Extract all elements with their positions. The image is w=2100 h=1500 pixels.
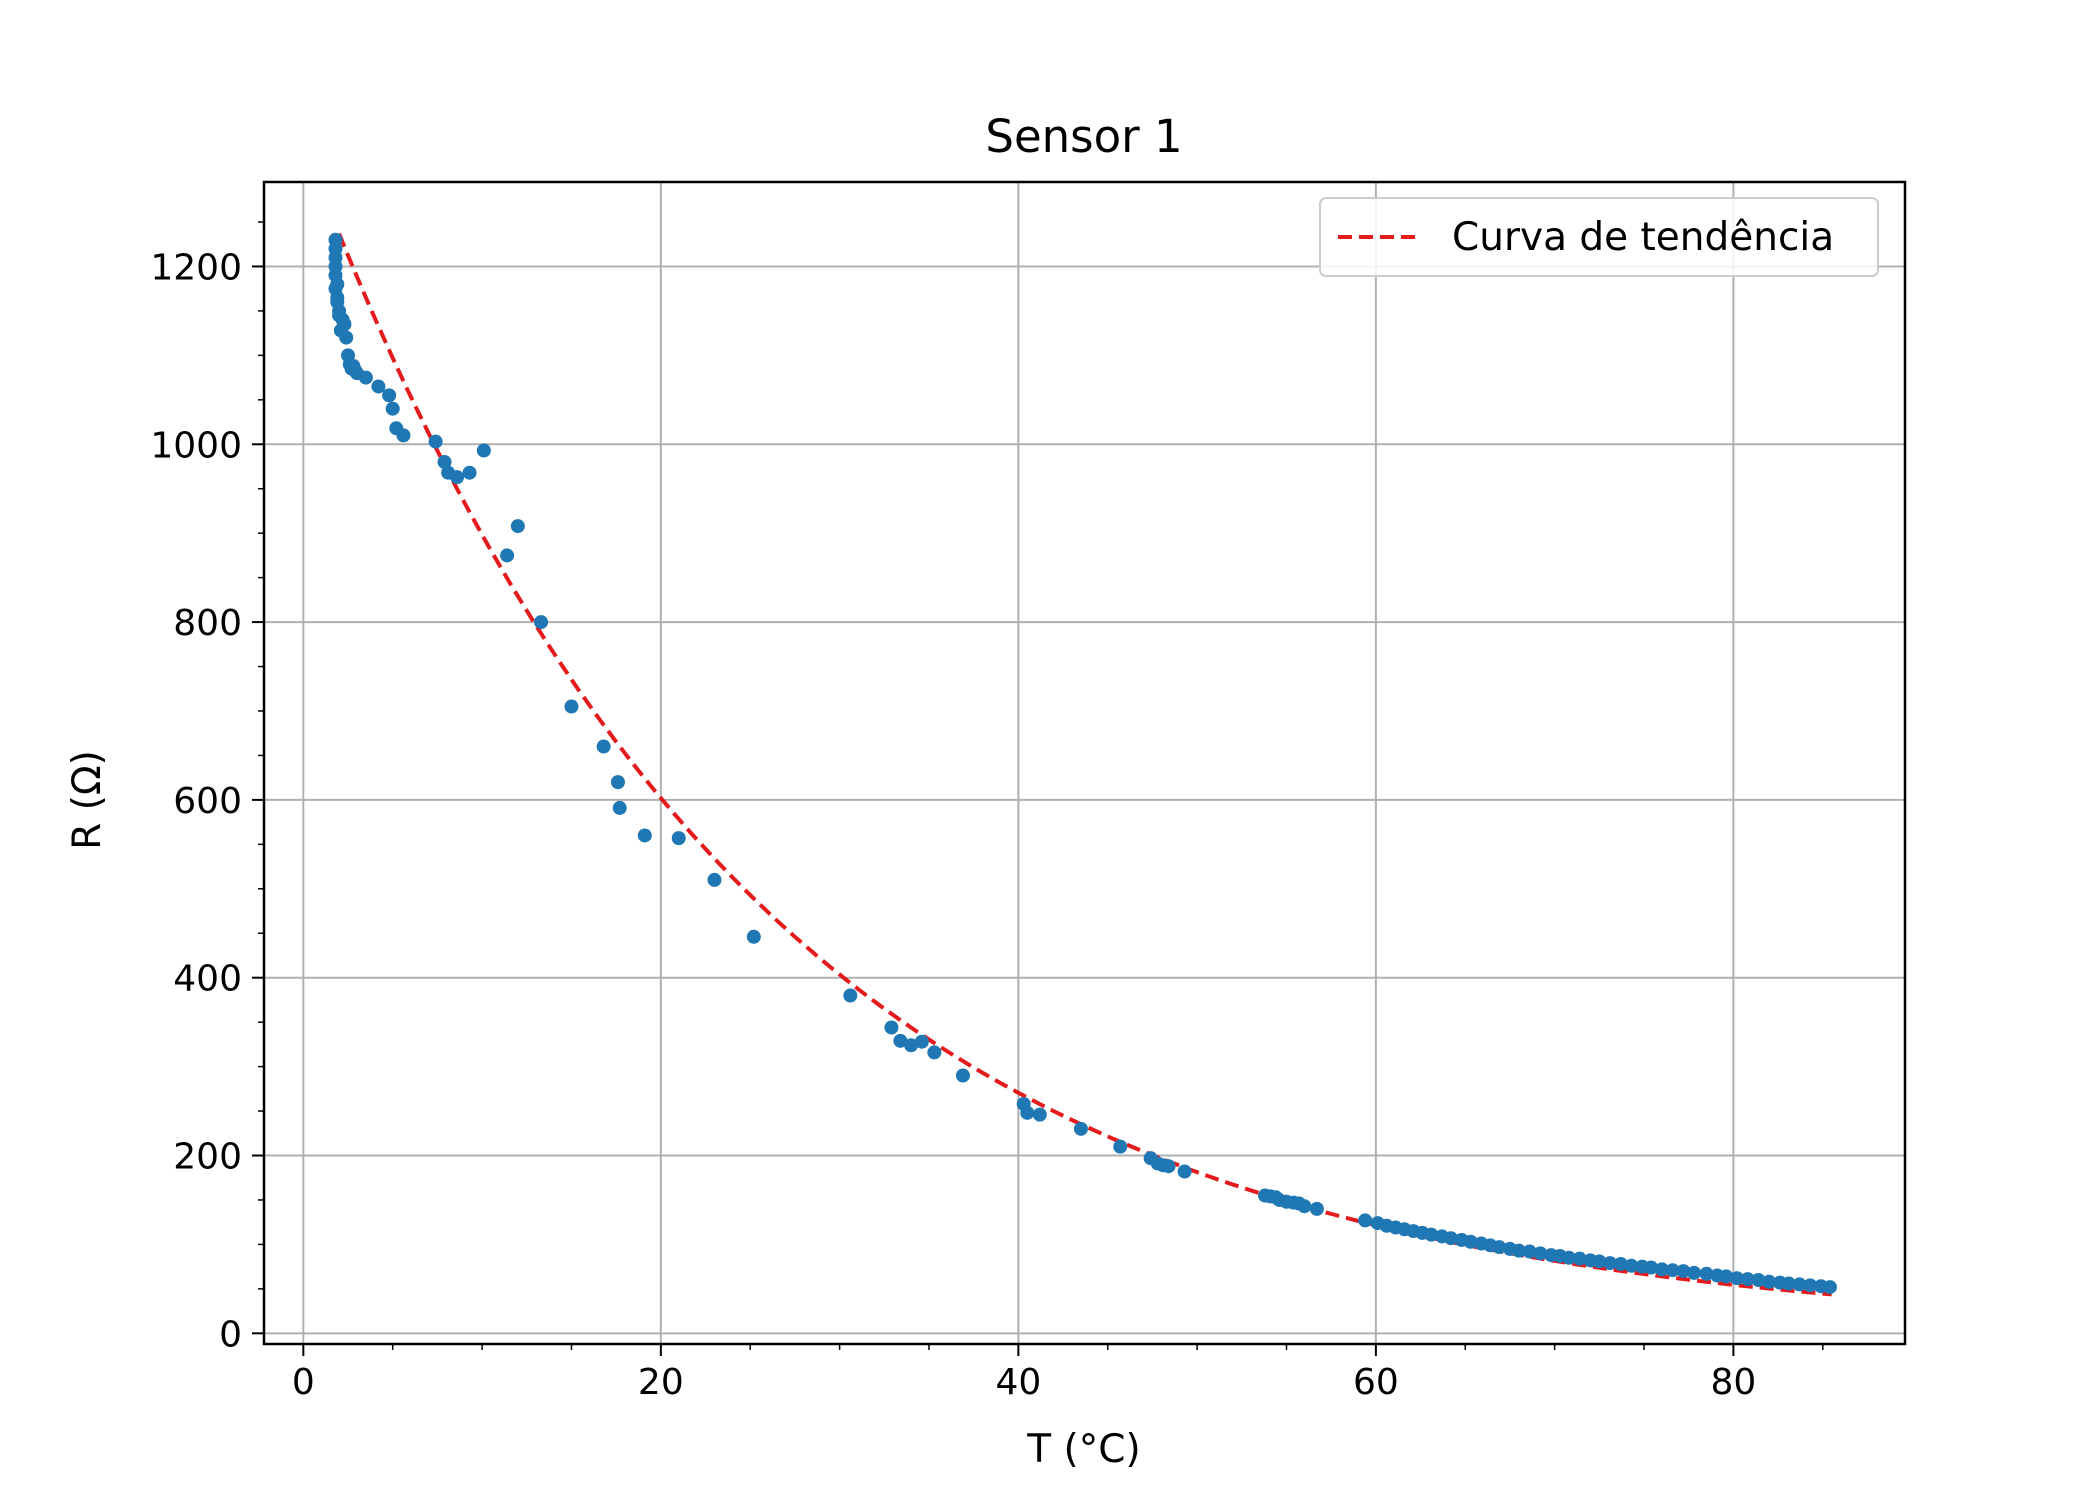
y-tick-label: 600 [173, 781, 242, 822]
data-point [1572, 1251, 1587, 1266]
data-point [1740, 1272, 1755, 1287]
data-point [1592, 1254, 1607, 1269]
data-point [746, 929, 761, 944]
data-point [1309, 1201, 1324, 1216]
plot-frame [262, 180, 1907, 1346]
data-point [371, 379, 386, 394]
data-point [339, 330, 354, 345]
data-point [564, 699, 579, 714]
data-point [1177, 1164, 1192, 1179]
data-point [1729, 1271, 1744, 1286]
x-tick-label: 80 [1710, 1362, 1756, 1403]
data-point [1644, 1260, 1659, 1275]
data-point [534, 615, 549, 630]
data-point [1463, 1234, 1478, 1249]
data-point [1561, 1250, 1576, 1265]
data-point [1073, 1121, 1088, 1136]
data-point [437, 455, 452, 470]
data-point [1492, 1240, 1507, 1255]
data-point [955, 1068, 970, 1083]
data-point [637, 828, 652, 843]
data-point [450, 470, 465, 485]
data-point [1443, 1231, 1458, 1246]
data-point [904, 1038, 919, 1053]
y-tick-label: 1000 [150, 425, 242, 466]
y-axis-label: R (Ω) [65, 750, 110, 850]
data-point [330, 277, 345, 292]
data-point [1781, 1276, 1796, 1291]
data-point [1358, 1213, 1373, 1228]
trend-line [337, 232, 1832, 1297]
y-tick-label: 1200 [150, 247, 242, 288]
data-point [1297, 1199, 1312, 1214]
data-point [893, 1033, 908, 1048]
data-point [1822, 1280, 1837, 1295]
data-point [1613, 1256, 1628, 1271]
legend-trend-label: Curva de tendência [1452, 215, 1834, 260]
data-point [596, 739, 611, 754]
x-axis-ticks: 0 20 40 60 80 [292, 1344, 1824, 1403]
data-point [1676, 1264, 1691, 1279]
data-point [610, 775, 625, 790]
y-tick-label: 200 [173, 1137, 242, 1178]
data-point [1522, 1244, 1537, 1259]
legend-box [1319, 197, 1879, 277]
data-point [1699, 1266, 1714, 1281]
data-point [1603, 1256, 1618, 1271]
data-point [385, 401, 400, 416]
y-tick-label: 0 [219, 1314, 242, 1355]
data-point [1654, 1262, 1669, 1277]
data-point [1687, 1265, 1702, 1280]
x-tick-label: 20 [638, 1362, 684, 1403]
data-point [1533, 1246, 1548, 1261]
x-tick-label: 60 [1353, 1362, 1399, 1403]
y-axis-ticks: 0 200 400 600 800 1000 1200 [150, 221, 264, 1355]
data-point [1113, 1139, 1128, 1154]
grid-lines [264, 182, 1905, 1344]
data-point [396, 428, 411, 443]
data-point [671, 831, 686, 846]
trend-line-layer [337, 232, 1832, 1297]
data-point [1424, 1227, 1439, 1242]
data-point [337, 317, 352, 332]
data-point [1624, 1258, 1639, 1273]
data-point [914, 1034, 929, 1049]
data-point [462, 465, 477, 480]
data-point [510, 519, 525, 534]
legend: Curva de tendência [1319, 197, 1879, 277]
x-tick-label: 0 [292, 1362, 315, 1403]
data-point [428, 434, 443, 449]
data-point [1792, 1277, 1807, 1292]
data-point [476, 443, 491, 458]
data-point [1020, 1105, 1035, 1120]
data-point [382, 388, 397, 403]
chart-title: Sensor 1 [985, 110, 1182, 163]
data-point [1762, 1274, 1777, 1289]
data-point [1751, 1272, 1766, 1287]
data-point [927, 1045, 942, 1060]
data-point [1719, 1269, 1734, 1284]
y-tick-label: 800 [173, 603, 242, 644]
data-point [1161, 1159, 1176, 1174]
data-point [1511, 1243, 1526, 1258]
x-tick-label: 40 [995, 1362, 1041, 1403]
data-point [1032, 1107, 1047, 1122]
data-point [843, 988, 858, 1003]
data-point [1665, 1263, 1680, 1278]
y-tick-label: 400 [173, 959, 242, 1000]
x-axis-label: T (°C) [1026, 1427, 1140, 1472]
data-point [1803, 1278, 1818, 1293]
data-point [707, 872, 722, 887]
data-point [612, 800, 627, 815]
data-points [328, 232, 1837, 1295]
data-point [358, 370, 373, 385]
data-point [884, 1020, 899, 1035]
data-point [500, 548, 515, 563]
